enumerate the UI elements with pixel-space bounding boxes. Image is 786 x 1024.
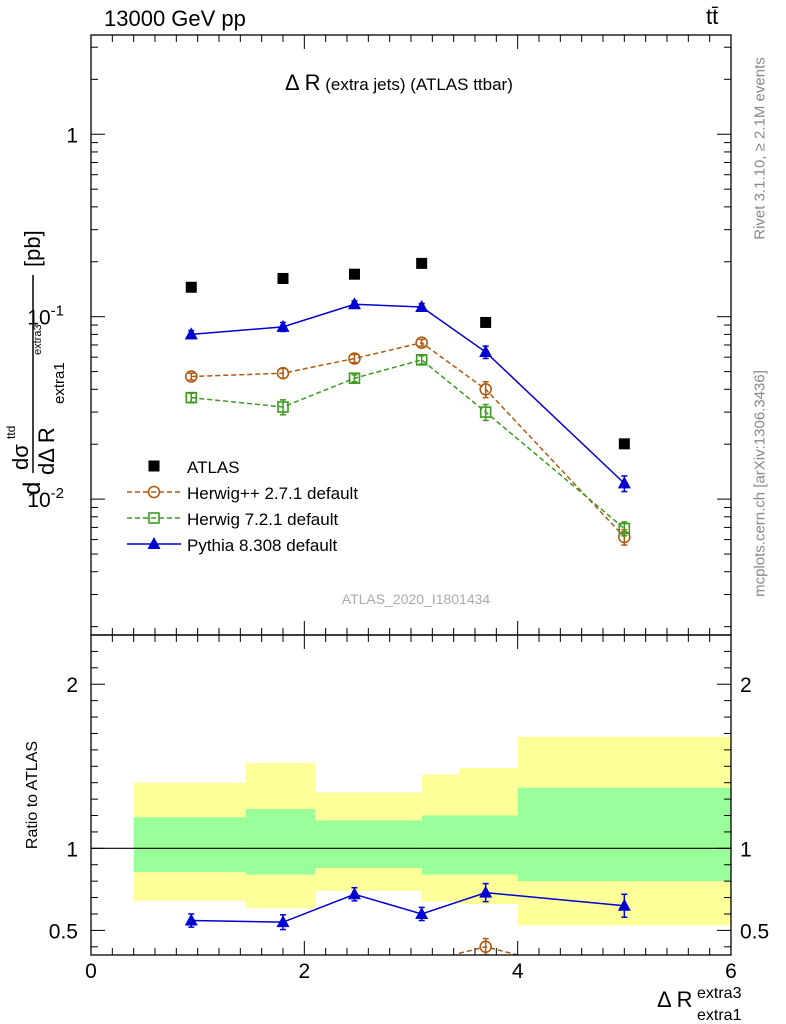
data-point-ratio-pythia-8-308-default bbox=[479, 885, 493, 898]
data-point-pythia-8-308-default bbox=[617, 476, 631, 489]
data-point-pythia-8-308-default bbox=[276, 319, 290, 332]
uncertainty-band-inner bbox=[459, 815, 518, 875]
x-axis-label: Δ R extra3 extra1 bbox=[657, 985, 742, 1024]
ratio-y-tick-label: 2 bbox=[66, 674, 78, 697]
data-point-herwig-2-7-1-default bbox=[348, 352, 361, 365]
uncertainty-band-inner bbox=[315, 820, 422, 869]
svg-text:dσ: dσ bbox=[8, 444, 33, 470]
chart-title: Δ R (extra jets) (ATLAS ttbar) bbox=[285, 70, 513, 95]
data-point-herwig-2-7-1-default bbox=[276, 366, 290, 380]
svg-text:Δ R: Δ R bbox=[657, 987, 692, 1012]
data-point-pythia-8-308-default bbox=[347, 297, 361, 310]
svg-text:extra1: extra1 bbox=[697, 1007, 742, 1024]
legend-entry: ATLAS bbox=[148, 458, 240, 477]
error-bar-herwig-2-7-1-default bbox=[351, 353, 358, 364]
error-bar-herwig-2-7-1-default bbox=[418, 338, 425, 347]
series-line-herwig-2-7-1-default bbox=[191, 341, 625, 538]
data-point-herwig-7-2-1-default bbox=[348, 372, 361, 385]
legend-label: Herwig++ 2.7.1 default bbox=[187, 484, 358, 503]
data-point-herwig-7-2-1-default bbox=[185, 391, 198, 404]
data-point-atlas bbox=[185, 281, 197, 293]
data-point-herwig-2-7-1-default bbox=[479, 382, 492, 396]
svg-text:extra1: extra1 bbox=[51, 362, 68, 404]
main-y-axis-label: d dσ ttd dΔ R extra1 extra3 [pb] bbox=[4, 230, 68, 495]
svg-text:ttd: ttd bbox=[4, 426, 18, 439]
energy-label: 13000 GeV pp bbox=[104, 6, 246, 31]
series-line-herwig-7-2-1-default bbox=[191, 359, 625, 530]
ratio-y-tick-label: 0.5 bbox=[49, 920, 78, 943]
data-point-herwig-7-2-1-default bbox=[618, 522, 631, 535]
x-tick-label: 6 bbox=[725, 960, 737, 983]
svg-text:dΔ R: dΔ R bbox=[34, 427, 59, 475]
data-point-pythia-8-308-default bbox=[415, 300, 429, 313]
legend-label: Pythia 8.308 default bbox=[187, 536, 338, 555]
main-y-tick-label: 1 bbox=[66, 124, 78, 147]
data-point-ratio-pythia-8-308-default bbox=[347, 887, 361, 900]
series-line-ratio-pythia-8-308-default bbox=[191, 891, 625, 923]
legend-marker bbox=[147, 485, 161, 499]
legend-marker bbox=[148, 460, 160, 472]
x-tick-label: 4 bbox=[512, 960, 524, 983]
error-bar-herwig-7-2-1-default bbox=[351, 374, 358, 383]
analysis-watermark: ATLAS_2020_I1801434 bbox=[342, 591, 491, 607]
uncertainty-band-inner bbox=[133, 817, 246, 873]
data-point-herwig-2-7-1-default bbox=[415, 336, 428, 350]
ratio-y-tick-label-right: 2 bbox=[740, 674, 752, 697]
ratio-y-tick-label-right: 0.5 bbox=[740, 920, 769, 943]
data-point-ratio-pythia-8-308-default bbox=[276, 915, 290, 928]
data-point-herwig-7-2-1-default bbox=[415, 354, 428, 366]
x-tick-label: 0 bbox=[85, 960, 97, 983]
data-point-atlas bbox=[277, 272, 289, 284]
legend-marker bbox=[147, 537, 161, 549]
legend-label: ATLAS bbox=[187, 458, 240, 477]
process-label: tt̄ bbox=[706, 4, 719, 29]
main-y-tick-label: 10-2 bbox=[27, 485, 64, 512]
legend-marker bbox=[148, 512, 160, 524]
svg-text:Ratio to ATLAS: Ratio to ATLAS bbox=[24, 741, 41, 849]
x-tick-label: 2 bbox=[298, 960, 310, 983]
data-point-atlas bbox=[416, 257, 428, 269]
svg-text:[pb]: [pb] bbox=[20, 230, 45, 267]
legend-entry: Pythia 8.308 default bbox=[127, 536, 338, 555]
data-point-atlas bbox=[348, 268, 360, 280]
data-point-herwig-2-7-1-default bbox=[184, 370, 198, 383]
data-point-atlas bbox=[618, 438, 630, 450]
data-point-pythia-8-308-default bbox=[184, 327, 198, 340]
uncertainty-band-inner bbox=[517, 787, 731, 882]
data-point-ratio-pythia-8-308-default bbox=[184, 913, 198, 926]
legend-entry: Herwig++ 2.7.1 default bbox=[127, 484, 358, 503]
data-point-herwig-7-2-1-default bbox=[277, 401, 289, 413]
svg-text:extra3: extra3 bbox=[697, 985, 742, 1002]
data-point-pythia-8-308-default bbox=[479, 345, 493, 358]
svg-text:d: d bbox=[19, 482, 46, 495]
svg-text:extra3: extra3 bbox=[32, 324, 44, 355]
data-point-herwig-7-2-1-default bbox=[479, 406, 492, 418]
data-point-atlas bbox=[480, 316, 492, 328]
error-bar-herwig-2-7-1-default bbox=[188, 372, 195, 381]
data-point-ratio-herwig-2-7-1-default bbox=[479, 940, 492, 954]
series-line-pythia-8-308-default bbox=[191, 303, 625, 484]
legend-label: Herwig 7.2.1 default bbox=[187, 510, 338, 529]
data-point-ratio-pythia-8-308-default bbox=[415, 906, 429, 919]
legend-entry: Herwig 7.2.1 default bbox=[127, 510, 338, 529]
data-point-ratio-pythia-8-308-default bbox=[617, 898, 631, 911]
ratio-y-tick-label: 1 bbox=[66, 838, 78, 861]
uncertainty-band-inner bbox=[245, 808, 315, 875]
ratio-y-tick-label-right: 1 bbox=[740, 838, 752, 861]
uncertainty-band-inner bbox=[421, 815, 459, 875]
ratio-y-axis-label: Ratio to ATLAS bbox=[24, 741, 41, 849]
